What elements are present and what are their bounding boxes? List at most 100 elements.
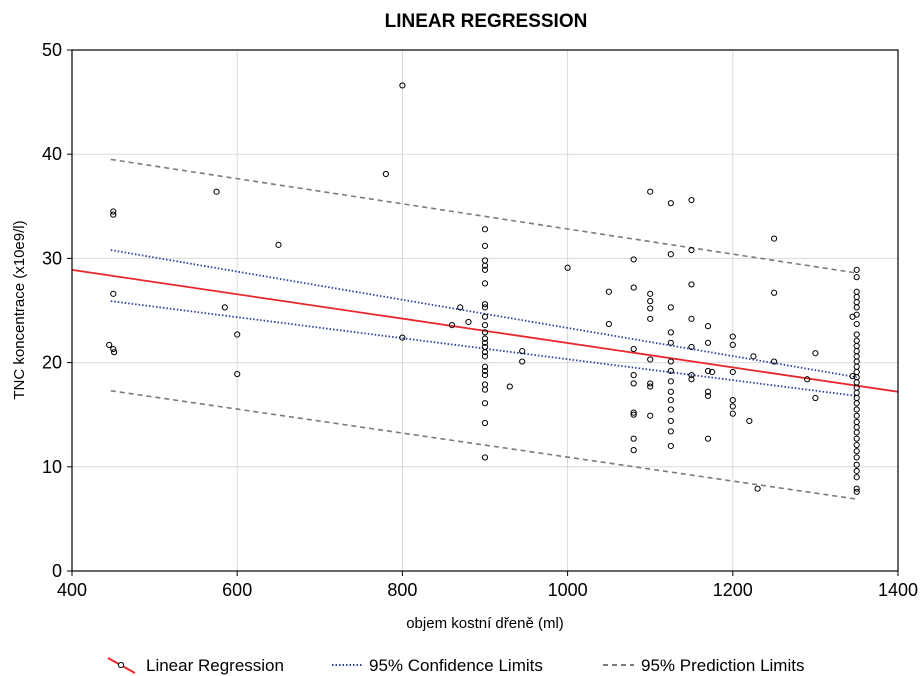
data-point <box>688 372 695 379</box>
data-point <box>110 345 117 353</box>
data-point <box>481 372 489 379</box>
data-point <box>399 82 406 89</box>
data-point <box>630 256 637 263</box>
data-point <box>605 320 613 328</box>
data-point <box>729 368 736 376</box>
data-point <box>853 389 860 396</box>
data-point <box>667 388 674 395</box>
x-tick-label: 1000 <box>548 580 588 600</box>
data-points <box>106 82 860 495</box>
y-axis-label: TNC koncentrace (x10e9/l) <box>11 220 28 399</box>
data-point <box>667 428 674 435</box>
data-point <box>647 315 654 322</box>
data-point <box>709 368 716 376</box>
data-point <box>481 381 489 388</box>
data-point <box>667 251 674 258</box>
y-tick-label: 50 <box>42 40 62 60</box>
data-point <box>481 349 489 356</box>
x-tick-label: 400 <box>57 580 87 600</box>
data-point <box>849 373 856 380</box>
legend-prediction-label: 95% Prediction Limits <box>641 656 804 675</box>
data-point <box>481 454 489 461</box>
data-point <box>704 339 712 346</box>
data-point <box>465 318 472 326</box>
data-point <box>853 288 860 295</box>
data-point <box>853 348 860 355</box>
data-point <box>667 329 674 336</box>
data-point <box>481 419 489 427</box>
data-point <box>853 488 860 495</box>
data-point <box>853 368 860 376</box>
data-point <box>853 406 860 413</box>
legend-item-regression: Linear Regression <box>107 656 284 675</box>
data-point <box>519 348 526 355</box>
data-point <box>481 363 489 370</box>
data-point <box>481 266 489 273</box>
data-point <box>750 353 757 360</box>
data-point <box>481 353 489 360</box>
data-point <box>667 304 674 311</box>
data-point <box>221 304 228 311</box>
data-point <box>853 424 860 431</box>
data-point <box>667 397 674 404</box>
data-point <box>457 304 464 311</box>
data-point <box>481 335 489 342</box>
data-point <box>667 339 674 346</box>
data-point <box>771 235 778 242</box>
data-point <box>704 392 712 400</box>
x-tick-label: 600 <box>222 580 252 600</box>
data-point <box>647 298 654 305</box>
data-point <box>667 358 674 365</box>
data-point <box>853 429 860 436</box>
data-point <box>853 353 860 360</box>
y-tick-label: 20 <box>42 353 62 373</box>
data-point <box>704 367 712 375</box>
data-point <box>564 264 571 271</box>
data-point <box>111 349 118 356</box>
data-point <box>853 412 860 419</box>
y-tick-label: 40 <box>42 144 62 164</box>
data-point <box>275 241 282 248</box>
data-point <box>605 288 613 295</box>
y-tick-label: 0 <box>52 561 62 581</box>
data-point <box>481 400 489 407</box>
regression-line <box>71 268 899 393</box>
limit-lines <box>71 158 899 500</box>
data-point <box>110 290 117 297</box>
data-point <box>729 403 736 410</box>
data-point <box>647 380 654 387</box>
data-point <box>746 417 753 425</box>
data-point <box>853 485 860 492</box>
data-point <box>729 333 736 340</box>
data-point <box>754 485 761 492</box>
data-point <box>853 358 860 365</box>
prediction-limit-upper <box>110 158 857 274</box>
legend-regression-label: Linear Regression <box>146 656 284 675</box>
data-point <box>688 281 695 288</box>
data-point <box>647 412 654 419</box>
data-point <box>481 242 489 249</box>
data-point <box>804 376 811 383</box>
data-point <box>481 329 489 336</box>
data-point <box>704 323 712 330</box>
data-point <box>704 435 712 442</box>
legend: Linear Regression 95% Confidence Limits … <box>107 656 804 675</box>
data-point <box>853 293 860 301</box>
data-point <box>688 246 695 254</box>
data-point <box>853 448 860 455</box>
data-point <box>729 341 736 348</box>
data-point <box>688 196 695 204</box>
data-point <box>519 358 526 365</box>
data-point <box>481 386 489 393</box>
data-point <box>213 188 220 195</box>
legend-item-prediction: 95% Prediction Limits <box>603 656 804 675</box>
grid-lines <box>72 50 898 571</box>
data-point <box>853 467 860 475</box>
data-point <box>481 321 489 329</box>
data-point <box>667 417 674 425</box>
data-point <box>630 409 637 416</box>
data-point <box>688 376 695 383</box>
data-point <box>771 289 778 296</box>
data-point <box>688 343 695 351</box>
